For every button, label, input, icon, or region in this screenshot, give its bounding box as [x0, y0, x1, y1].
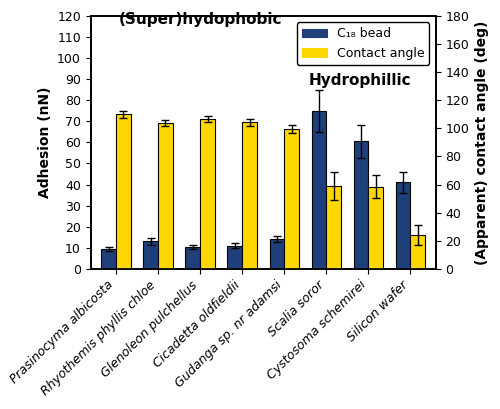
Bar: [284, 129, 299, 269]
Bar: [396, 182, 410, 269]
Y-axis label: Adhesion (nN): Adhesion (nN): [38, 87, 52, 198]
Legend: C₁₈ bead, Contact angle: C₁₈ bead, Contact angle: [297, 22, 430, 65]
Bar: [312, 111, 326, 269]
Bar: [102, 249, 116, 269]
Y-axis label: (Apparent) contact angle (deg): (Apparent) contact angle (deg): [475, 20, 489, 265]
Text: (Super)hydophobic: (Super)hydophobic: [118, 11, 282, 27]
Bar: [368, 187, 383, 269]
Bar: [326, 186, 341, 269]
Bar: [186, 247, 200, 269]
Text: Hydrophillic: Hydrophillic: [308, 73, 412, 88]
Bar: [270, 239, 284, 269]
Bar: [144, 241, 158, 269]
Bar: [410, 235, 425, 269]
Bar: [158, 123, 173, 269]
Bar: [116, 115, 130, 269]
Bar: [228, 245, 242, 269]
Bar: [200, 119, 215, 269]
Bar: [354, 142, 368, 269]
Bar: [242, 122, 257, 269]
